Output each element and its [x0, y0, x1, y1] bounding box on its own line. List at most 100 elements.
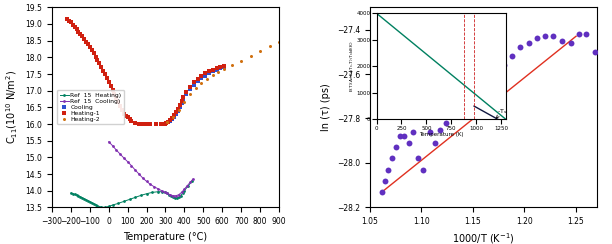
Ref  15  Cooling): [161, 191, 168, 193]
Point: [557, 39, 567, 43]
Ref  15  Cooling): [132, 169, 139, 172]
Ref  15  Heating): [173, 197, 181, 200]
Point: [574, 32, 584, 36]
Point: [380, 179, 390, 183]
Cooling: [220, 66, 228, 69]
Ref  15  Heating): [158, 190, 165, 193]
Ref  15  Heating): [149, 191, 156, 194]
Ref  15  Heating): [76, 195, 84, 198]
Heating-1: [132, 121, 139, 124]
Point: [524, 41, 534, 45]
Ref  15  Heating): [154, 190, 162, 193]
Ref  15  Cooling): [158, 189, 165, 192]
Cooling: [161, 122, 168, 125]
Ref  15  Heating): [171, 197, 179, 200]
Ref  15  Heating): [88, 201, 95, 204]
Ref  15  Heating): [177, 194, 184, 197]
Point: [419, 168, 428, 172]
Cooling: [64, 18, 71, 20]
Ref  15  Cooling): [109, 144, 116, 147]
Ref  15  Heating): [137, 194, 144, 197]
Ref  15  Cooling): [172, 194, 179, 197]
Heating-2: [237, 59, 245, 62]
Ref  15  Heating): [168, 195, 175, 198]
Ref  15  Heating): [97, 206, 105, 209]
Ref  15  Heating): [92, 203, 99, 206]
Point: [532, 37, 542, 41]
Heating-2: [266, 44, 273, 47]
Ref  15  Heating): [175, 196, 182, 199]
Heating-2: [175, 109, 182, 112]
Point: [499, 63, 509, 67]
Point: [377, 190, 387, 194]
Ref  15  Heating): [181, 189, 188, 192]
Ref  15  Heating): [86, 200, 94, 203]
Point: [581, 32, 591, 36]
Heating-2: [275, 41, 283, 44]
Ref  15  Heating): [170, 196, 177, 199]
Ref  15  Cooling): [154, 187, 162, 190]
Point: [590, 50, 600, 54]
Y-axis label: C$_{11}$(10$^{10}$ N/m$^{2}$): C$_{11}$(10$^{10}$ N/m$^{2}$): [4, 70, 20, 144]
Heating-2: [203, 78, 211, 81]
Point: [404, 141, 414, 145]
Ref  15  Cooling): [139, 177, 146, 180]
Line: Heating-1: Heating-1: [65, 18, 226, 126]
Ref  15  Heating): [161, 191, 168, 194]
Ref  15  Cooling): [164, 192, 171, 195]
Point: [413, 157, 423, 161]
Point: [548, 34, 558, 38]
Cooling: [157, 123, 165, 126]
Ref  15  Cooling): [181, 188, 188, 191]
Ref  15  Cooling): [120, 157, 127, 160]
Point: [390, 145, 400, 149]
Ref  15  Heating): [164, 192, 171, 195]
Ref  15  Heating): [90, 202, 97, 205]
Ref  15  Cooling): [178, 191, 185, 194]
Heating-2: [220, 68, 228, 71]
Point: [435, 128, 445, 132]
Ref  15  Heating): [109, 203, 116, 206]
Ref  15  Cooling): [116, 152, 124, 155]
Legend: Ref  15  Heating), Ref  15  Cooling), Cooling, Heating-1, Heating-2: Ref 15 Heating), Ref 15 Cooling), Coolin…: [58, 90, 124, 124]
Ref  15  Heating): [102, 206, 109, 209]
Y-axis label: ln (τ) (ps): ln (τ) (ps): [321, 83, 331, 131]
Ref  15  Cooling): [143, 180, 151, 183]
Point: [447, 112, 457, 116]
Point: [395, 134, 405, 138]
Ref  15  Heating): [166, 193, 173, 196]
Heating-1: [122, 114, 130, 117]
Line: Ref  15  Cooling): Ref 15 Cooling): [107, 140, 194, 197]
Ref  15  Heating): [71, 193, 78, 196]
Point: [461, 90, 471, 94]
Cooling: [143, 123, 151, 126]
Heating-1: [157, 123, 165, 126]
Heating-1: [64, 18, 71, 20]
Ref  15  Heating): [83, 198, 90, 201]
Point: [455, 103, 465, 107]
Ref  15  Cooling): [105, 140, 113, 143]
Ref  15  Cooling): [147, 183, 154, 186]
Heating-2: [187, 92, 194, 95]
Ref  15  Heating): [143, 192, 151, 195]
Ref  15  Heating): [120, 200, 127, 203]
Point: [430, 141, 439, 145]
Ref  15  Heating): [75, 194, 82, 197]
Cooling: [132, 121, 139, 124]
Ref  15  Heating): [84, 199, 92, 202]
Cooling: [122, 114, 130, 117]
Ref  15  Heating): [81, 197, 88, 200]
Heating-1: [143, 123, 151, 126]
Line: Ref  15  Heating): Ref 15 Heating): [70, 180, 193, 209]
Ref  15  Heating): [105, 205, 113, 208]
Ref  15  Heating): [78, 196, 86, 199]
Point: [384, 168, 394, 172]
Ref  15  Heating): [126, 198, 133, 201]
Ref  15  Cooling): [113, 149, 120, 152]
Ref  15  Cooling): [166, 193, 174, 196]
Ref  15  Cooling): [135, 173, 143, 175]
Heating-2: [181, 101, 188, 104]
X-axis label: Temperature (°C): Temperature (°C): [124, 232, 207, 242]
Ref  15  Heating): [73, 193, 80, 196]
Ref  15  Heating): [185, 184, 192, 187]
